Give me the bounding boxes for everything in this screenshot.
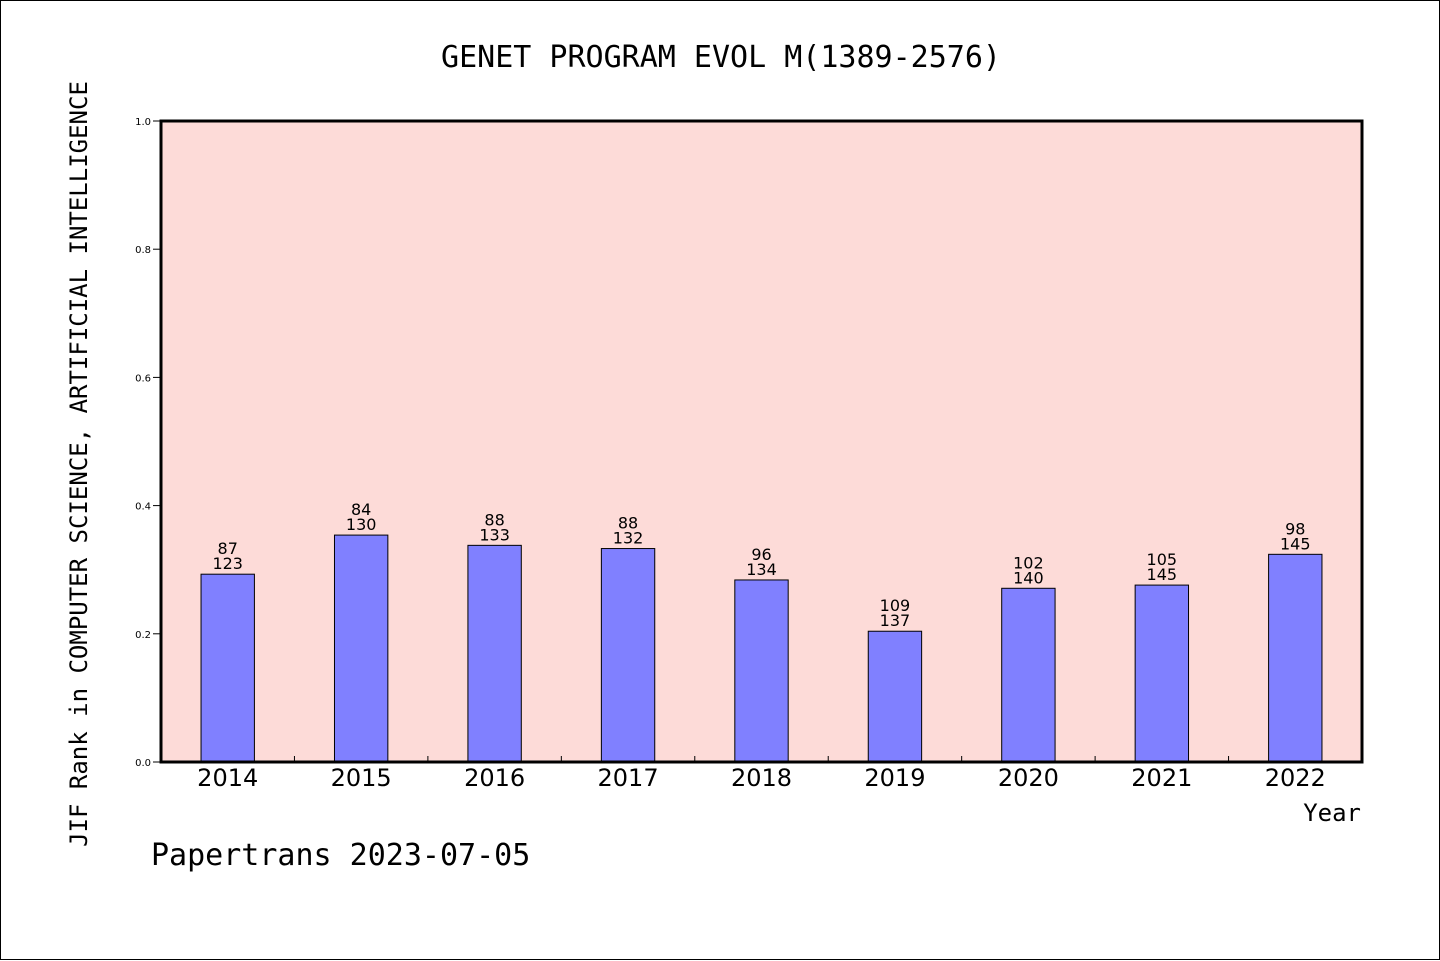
footer-text: Papertrans 2023-07-05 <box>151 838 530 873</box>
bar-label-rank-2017: 88 <box>618 514 638 533</box>
bar-label-total-2018: 134 <box>746 560 777 579</box>
bar-2018 <box>734 579 789 763</box>
x-axis-label: Year <box>1303 799 1361 827</box>
chart-title: GENET PROGRAM EVOL M(1389-2576) <box>441 40 1001 75</box>
x-axis-ticks: 2014 2015 2016 2017 2018 2019 2020 2021 2022 <box>197 756 1326 792</box>
x-tick-label-2018: 2018 <box>731 764 792 792</box>
bar-label-rank-2014: 87 <box>218 539 238 558</box>
bar-label-total-2020: 140 <box>1013 568 1044 587</box>
plot-frame <box>159 119 1364 764</box>
bar-label-rank-2020: 102 <box>1013 553 1044 572</box>
x-tick-label-2021: 2021 <box>1131 764 1192 792</box>
y-axis-label: JIF Rank in COMPUTER SCIENCE, ARTIFICIAL… <box>65 81 93 847</box>
bar-2016 <box>467 544 522 763</box>
y-tick-label-0.4: 0.4 <box>135 502 151 513</box>
bar-label-rank-2016: 88 <box>484 510 504 529</box>
bar-2017 <box>600 548 656 763</box>
y-tick-label-0.8: 0.8 <box>135 245 151 256</box>
bar-label-total-2021: 145 <box>1147 565 1178 584</box>
bar-2019 <box>867 630 923 763</box>
bar-label-rank-2021: 105 <box>1147 550 1178 569</box>
bar-label-rank-2022: 98 <box>1285 519 1305 538</box>
bar-label-rank-2019: 109 <box>880 596 911 615</box>
x-tick-label-2014: 2014 <box>197 764 258 792</box>
x-tick-label-2022: 2022 <box>1265 764 1326 792</box>
bar-label-total-2022: 145 <box>1280 534 1311 553</box>
y-axis-ticks: 0.0 0.2 0.4 0.6 0.8 1.0 <box>135 117 161 769</box>
y-tick-label-0.2: 0.2 <box>135 630 151 641</box>
x-tick-label-2019: 2019 <box>864 764 925 792</box>
bar-2021 <box>1134 584 1190 763</box>
x-tick-label-2016: 2016 <box>464 764 525 792</box>
y-tick-label-1.0: 1.0 <box>135 117 151 128</box>
bar-label-total-2014: 123 <box>212 554 243 573</box>
bar-2020 <box>1001 587 1056 763</box>
bar-label-total-2015: 130 <box>346 515 377 534</box>
bar-label-total-2019: 137 <box>880 611 911 630</box>
bar-label-total-2016: 133 <box>479 525 510 544</box>
x-tick-label-2020: 2020 <box>998 764 1059 792</box>
bar-label-rank-2015: 84 <box>351 500 371 519</box>
bar-2022 <box>1268 553 1323 763</box>
bar-label-total-2017: 132 <box>613 529 644 548</box>
bar-2015 <box>333 534 389 763</box>
x-tick-label-2015: 2015 <box>331 764 392 792</box>
y-tick-label-0.0: 0.0 <box>135 758 151 769</box>
y-tick-label-0.6: 0.6 <box>135 373 151 384</box>
bar-2014 <box>200 573 255 763</box>
x-tick-label-2017: 2017 <box>598 764 659 792</box>
bar-label-rank-2018: 96 <box>751 545 771 564</box>
